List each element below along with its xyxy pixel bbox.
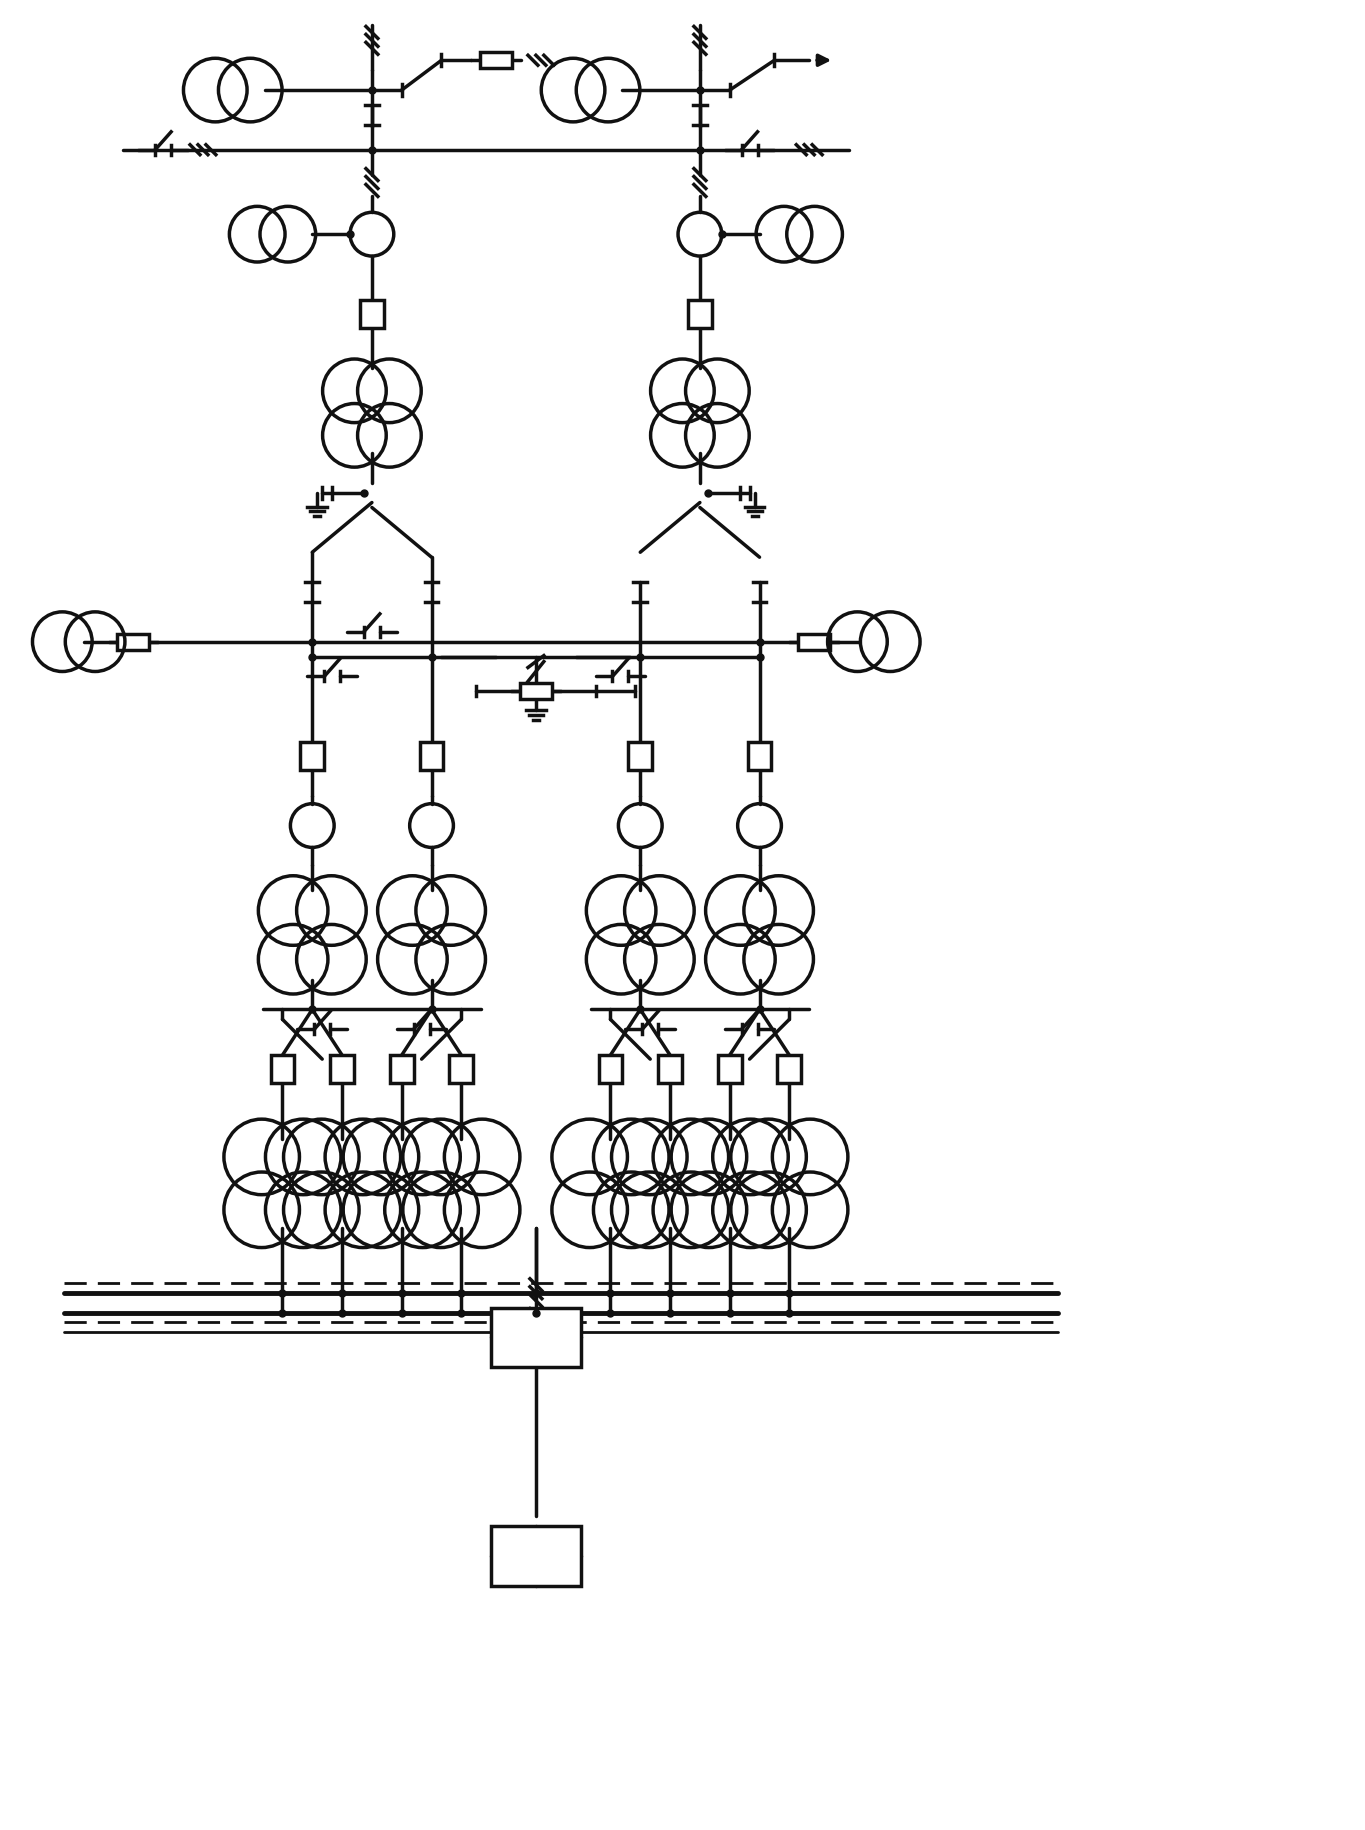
Bar <box>799 633 830 650</box>
Bar <box>598 1056 622 1083</box>
Bar <box>390 1056 414 1083</box>
Bar <box>748 741 771 770</box>
Bar <box>688 300 711 328</box>
Bar <box>480 53 512 68</box>
Bar <box>778 1056 801 1083</box>
Bar <box>520 683 551 699</box>
Bar <box>449 1056 474 1083</box>
Bar <box>330 1056 354 1083</box>
Bar <box>491 1308 580 1367</box>
Bar <box>360 300 384 328</box>
Bar <box>270 1056 295 1083</box>
Bar <box>628 741 652 770</box>
Bar <box>117 633 149 650</box>
Bar <box>491 1526 580 1587</box>
Bar <box>718 1056 741 1083</box>
Bar <box>658 1056 682 1083</box>
Bar <box>419 741 444 770</box>
Bar <box>300 741 325 770</box>
